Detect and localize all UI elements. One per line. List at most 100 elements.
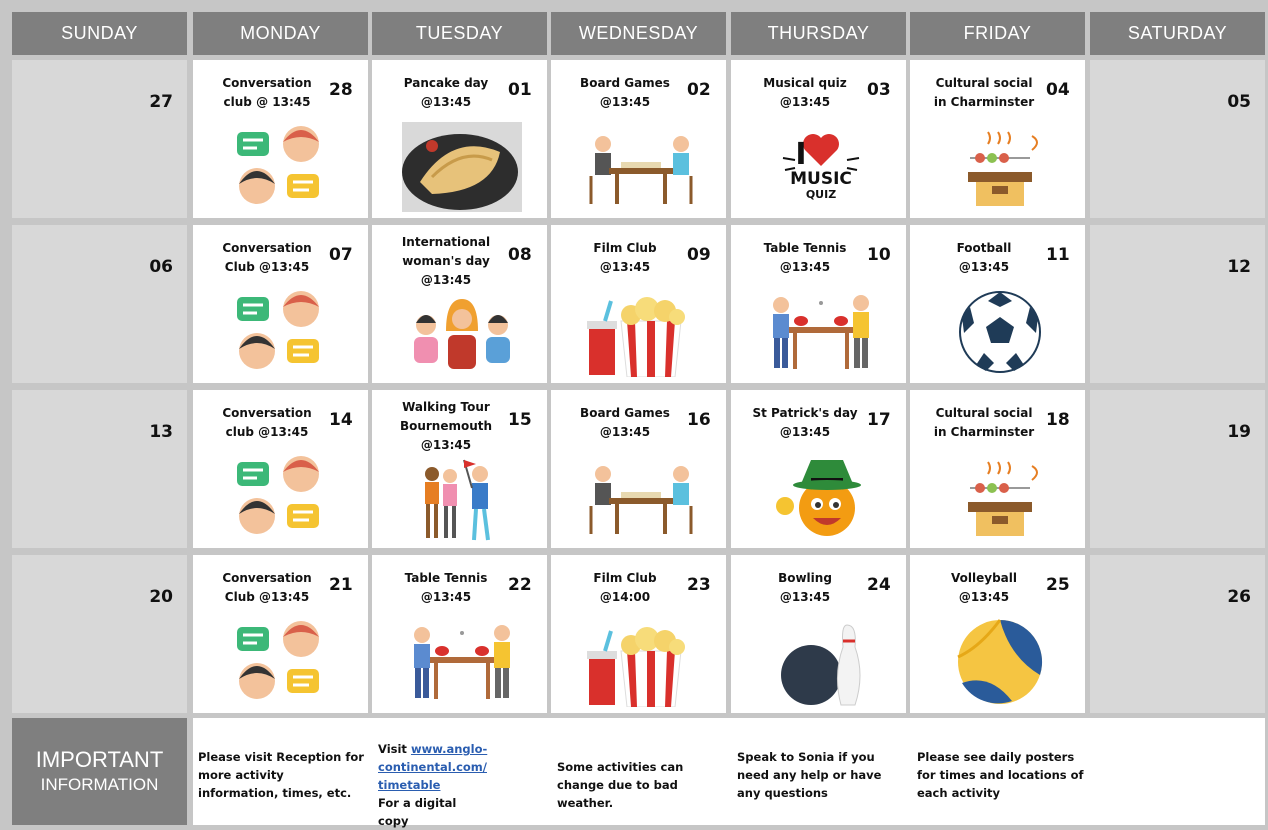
event-title: Table Tennis @13:45 bbox=[386, 569, 506, 607]
activity-icon bbox=[414, 625, 510, 699]
date: 10 bbox=[867, 245, 891, 265]
icon-part bbox=[595, 153, 611, 175]
event-title: Walking Tour Bournemouth @13:45 bbox=[386, 398, 506, 455]
date: 14 bbox=[329, 410, 353, 430]
icon-part bbox=[776, 497, 794, 515]
icon-part bbox=[239, 666, 275, 679]
day-header: FRIDAY bbox=[910, 12, 1085, 55]
weekend-cell: 27 bbox=[12, 60, 187, 218]
icon-part bbox=[854, 338, 860, 368]
icon-part bbox=[774, 338, 780, 368]
timetable-link[interactable]: www.anglo-continental.com/timetable bbox=[378, 742, 488, 792]
icon-part bbox=[415, 668, 421, 698]
icon-part bbox=[494, 642, 510, 668]
date: 07 bbox=[329, 245, 353, 265]
info-note: Some activities can change due to bad we… bbox=[557, 760, 684, 810]
title-line: @13:45 bbox=[958, 590, 1010, 604]
title-line: Cultural social bbox=[935, 76, 1033, 90]
date: 02 bbox=[687, 80, 711, 100]
icon-part bbox=[673, 153, 689, 175]
icon-part bbox=[420, 146, 500, 194]
icon-part bbox=[443, 484, 457, 506]
icon-part bbox=[999, 483, 1009, 493]
icon-part bbox=[595, 483, 611, 505]
icon-part bbox=[673, 466, 689, 482]
icon-part bbox=[673, 483, 689, 505]
icon-part bbox=[287, 504, 319, 528]
day-cell: 08 International woman's day @13:45 bbox=[372, 225, 547, 383]
icon-part bbox=[635, 627, 659, 651]
icon-part bbox=[609, 168, 673, 174]
title-line: club @13:45 bbox=[225, 425, 309, 439]
icon-part bbox=[472, 483, 488, 509]
icon-part bbox=[482, 508, 490, 541]
icon-part bbox=[430, 154, 493, 179]
day-cell: 28 Conversation club @ 13:45 bbox=[193, 60, 368, 218]
activity-icon bbox=[968, 131, 1038, 206]
day-header: WEDNESDAY bbox=[551, 12, 726, 55]
icon-part bbox=[472, 466, 488, 482]
event-title: Pancake day @13:45 bbox=[386, 74, 506, 112]
icon-part bbox=[503, 668, 509, 698]
icon-part bbox=[987, 461, 1011, 475]
date: 04 bbox=[1046, 80, 1070, 100]
info-note: Speak to Sonia if you need any help or h… bbox=[737, 750, 882, 800]
day-cell: 11 Football @13:45 bbox=[910, 225, 1085, 383]
date: 21 bbox=[329, 575, 353, 595]
icon-part bbox=[430, 657, 494, 663]
icon-part bbox=[239, 501, 275, 514]
icon-part bbox=[793, 480, 861, 490]
icon-part bbox=[475, 646, 489, 656]
activity-icon bbox=[237, 456, 319, 534]
icon-part bbox=[237, 297, 269, 321]
icon-part bbox=[603, 300, 613, 322]
icon-part bbox=[287, 174, 319, 198]
icon-part bbox=[414, 644, 430, 668]
icon-part bbox=[472, 508, 478, 541]
icon-part bbox=[992, 186, 1008, 194]
event-title: Volleyball @13:45 bbox=[924, 569, 1044, 607]
icon-part bbox=[603, 630, 613, 652]
info-heading-box: IMPORTANT INFORMATION bbox=[12, 718, 187, 825]
icon-part bbox=[813, 518, 841, 525]
title-line: @13:45 bbox=[958, 260, 1010, 274]
title-line: woman's day bbox=[402, 254, 490, 268]
info-note: Please visit Reception for more activity… bbox=[198, 750, 364, 800]
title-line: @13:45 bbox=[779, 425, 831, 439]
title-line: in Charminster bbox=[933, 425, 1035, 439]
icon-part bbox=[789, 327, 853, 333]
info-panel bbox=[193, 718, 1265, 825]
icon-part bbox=[799, 480, 855, 536]
activity-icon bbox=[587, 627, 685, 707]
icon-part bbox=[589, 327, 615, 375]
icon-part bbox=[609, 498, 673, 504]
weekend-cell: 19 bbox=[1090, 390, 1265, 548]
icon-part bbox=[975, 153, 985, 163]
title-line: @13:45 bbox=[779, 95, 831, 109]
day-cell: 09 Film Club @13:45 bbox=[551, 225, 726, 383]
day-cell: 07 Conversation Club @13:45 bbox=[193, 225, 368, 383]
activity-icon bbox=[425, 459, 490, 541]
day-cell: 25 Volleyball @13:45 bbox=[910, 555, 1085, 713]
event-title: Football @13:45 bbox=[924, 239, 1044, 277]
icon-part bbox=[435, 646, 449, 656]
day-cell: 15 Walking Tour Bournemouth @13:45 bbox=[372, 390, 547, 548]
title-line: Walking Tour bbox=[402, 400, 490, 414]
icon-part bbox=[283, 460, 319, 472]
icon-part bbox=[587, 321, 617, 329]
icon-part bbox=[494, 625, 510, 641]
icon-part bbox=[443, 469, 457, 483]
icon-part bbox=[837, 624, 861, 706]
info-note: Visit www.anglo-continental.com/timetabl… bbox=[378, 740, 488, 830]
weekend-cell: 05 bbox=[1090, 60, 1265, 218]
icon-part bbox=[426, 140, 438, 152]
icon-part bbox=[987, 483, 997, 493]
activity-icon bbox=[587, 297, 685, 377]
day-cell: 02 Board Games @13:45 bbox=[551, 60, 726, 218]
date: 18 bbox=[1046, 410, 1070, 430]
date: 08 bbox=[508, 245, 532, 265]
date: 20 bbox=[149, 587, 173, 607]
title-line: @13:45 bbox=[420, 95, 472, 109]
activity-icon bbox=[781, 624, 861, 706]
